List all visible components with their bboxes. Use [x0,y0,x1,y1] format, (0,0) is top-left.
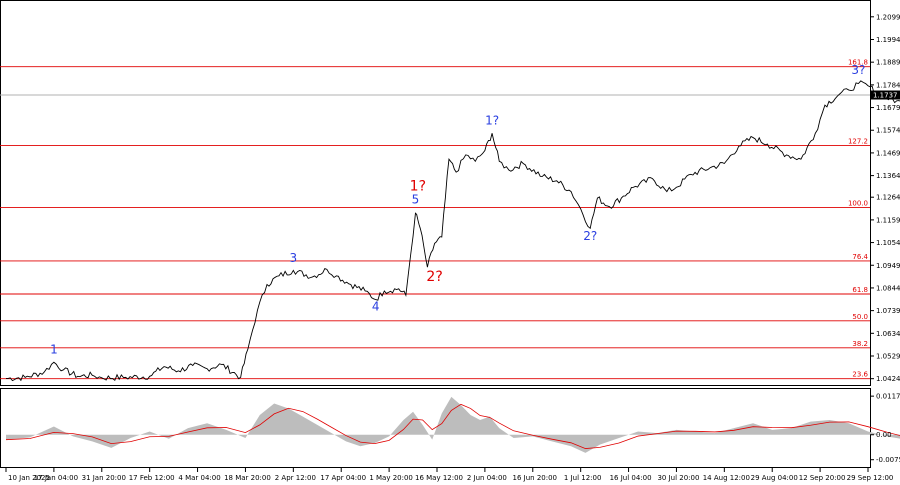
time-tick-label: 2 Jun 04:00 [467,474,507,482]
price-tick-label: 1.1159 [876,216,900,224]
oscillator-histogram [6,396,900,453]
price-tick-label: 1.0949 [876,262,900,270]
fib-label-23.6: 23.6 [852,371,868,379]
price-axis: 1.0424 1.0529 1.0634 1.0739 1.0844 1.0949 1.10… [870,13,900,383]
time-tick-label: 18 Mar 20:00 [224,474,271,482]
time-tick-label: 17 Apr 04:00 [320,474,366,482]
fib-label-100.0: 100.0 [848,200,868,208]
current-price-tag-text: 1.1737 [873,92,898,100]
osc-tick-label: 0.01174 [876,393,900,401]
oscillator-axis: 0.01174 0.00 -0.00759 [870,393,900,464]
wave-label-2: 4 [372,299,380,313]
wave-label-3: 5 [412,192,420,206]
price-tick-label: 1.0844 [876,284,900,292]
price-tick-label: 1.2099 [876,13,900,21]
current-price-tag: 1.1737 [871,90,900,100]
price-tick-label: 1.0739 [876,307,900,315]
fib-label-161.8: 161.8 [848,59,868,67]
price-tick-label: 1.1264 [876,194,900,202]
oscillator-panel: 0.01174 0.00 -0.00759 [0,388,900,468]
wave-label-6: 1? [485,114,499,128]
fib-label-127.2: 127.2 [848,138,868,146]
fib-label-76.4: 76.4 [852,253,868,261]
price-tick-label: 1.1574 [876,127,900,135]
time-tick-label: 1 Jul 12:00 [564,474,602,482]
time-tick-label: 4 Mar 04:00 [178,474,220,482]
price-series [5,80,900,382]
time-tick-label: 2 Apr 12:00 [275,474,316,482]
time-tick-label: 29 Sep 12:00 [847,474,894,482]
time-tick-label: 16 Jul 04:00 [610,474,652,482]
time-tick-label: 17 Jan 04:00 [34,474,78,482]
current-price-tag-bg [871,90,900,100]
time-tick-label: 16 Jun 20:00 [513,474,557,482]
fib-label-38.2: 38.2 [852,340,868,348]
price-tick-label: 1.1994 [876,36,900,44]
price-tick-label: 1.0634 [876,330,900,338]
wave-label-1: 3 [290,251,298,265]
wave-label-5: 2? [426,269,442,285]
time-tick-label: 12 Sep 20:00 [799,474,846,482]
wave-label-0: 1 [50,343,58,357]
time-tick-label: 1 May 20:00 [369,474,413,482]
oscillator-panel-frame [0,388,871,468]
wave-label-4: 1? [410,179,426,195]
time-tick-label: 10 Jan 2025 [8,474,50,482]
price-panel: 23.6 38.2 50.0 61.8 76.4 100.0 127.2 161.8 1 3 4 5… [0,0,900,386]
oscillator-signal-line [5,403,900,449]
osc-tick-label: -0.00759 [876,456,900,464]
price-tick-label: 1.0424 [876,375,900,383]
price-tick-label: 1.1889 [876,59,900,67]
time-tick-label: 14 Aug 12:00 [703,474,750,482]
time-tick-label: 30 Jul 20:00 [657,474,699,482]
fib-label-50.0: 50.0 [852,313,868,321]
wave-label-7: 2? [583,229,597,243]
price-tick-label: 1.1784 [876,81,900,89]
price-tick-label: 1.1364 [876,172,900,180]
osc-tick-label: 0.00 [876,431,892,439]
price-tick-label: 1.1054 [876,239,900,247]
time-tick-label: 29 Aug 04:00 [751,474,798,482]
price-tick-label: 1.1679 [876,104,900,112]
price-tick-label: 1.1469 [876,149,900,157]
price-tick-label: 1.0529 [876,352,900,360]
time-tick-label: 16 May 12:00 [415,474,463,482]
fib-label-61.8: 61.8 [852,286,868,294]
wave-label-8: 3? [851,63,865,77]
price-panel-frame [0,0,871,386]
time-tick-label: 17 Feb 12:00 [129,474,175,482]
time-tick-label: 31 Jan 20:00 [82,474,126,482]
